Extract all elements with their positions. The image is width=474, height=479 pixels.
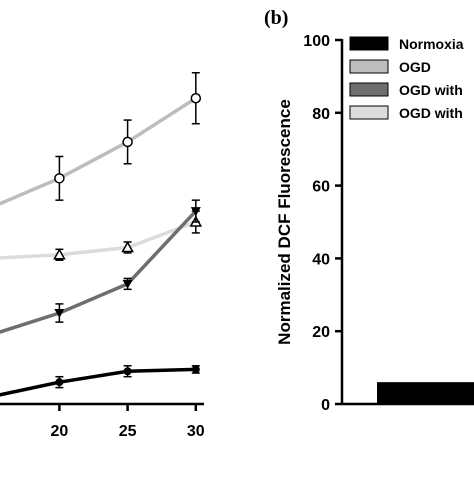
panel-b-legend-label: Normoxia bbox=[399, 36, 464, 52]
panel-b-legend-swatch bbox=[349, 82, 389, 97]
panel-a-series-line bbox=[0, 220, 197, 260]
panel-b-legend-label: OGD with bbox=[399, 105, 463, 121]
panel-b-legend-swatch bbox=[349, 59, 389, 74]
panel-a-point bbox=[191, 365, 200, 374]
panel-a-x-tick-label: 20 bbox=[50, 423, 68, 440]
panel-a-point bbox=[190, 92, 202, 104]
panel-a-point bbox=[122, 136, 133, 148]
panel-a-series-line bbox=[0, 367, 196, 397]
panel-a-series bbox=[0, 365, 200, 397]
panel-a-point bbox=[54, 309, 65, 318]
panel-label: (b) bbox=[264, 7, 288, 29]
panel-a-point bbox=[121, 240, 134, 253]
panel-a: 20 25 30 bbox=[0, 72, 205, 440]
panel-a-x-tick-label: 30 bbox=[187, 423, 205, 440]
panel-b-y-axis-title: Normalized DCF Fluorescence bbox=[275, 99, 294, 345]
panel-a-series-line bbox=[0, 209, 198, 334]
panel-b-legend-label: OGD bbox=[399, 59, 431, 75]
panel-a-point bbox=[122, 279, 133, 289]
panel-a-point bbox=[53, 248, 66, 260]
panel-b-legend: Normoxia OGD OGD with OGD with bbox=[349, 36, 464, 121]
panel-b-bar bbox=[377, 382, 474, 404]
panel-a-point bbox=[190, 207, 201, 217]
panel-a-point bbox=[54, 173, 65, 184]
panel-b-y-tick-label: 20 bbox=[312, 324, 330, 341]
panel-a-series bbox=[0, 199, 201, 334]
panel-a-point bbox=[55, 378, 64, 387]
panel-a-series-line bbox=[0, 96, 197, 206]
panel-b-y-tick-label: 100 bbox=[303, 33, 330, 50]
panel-b-legend-swatch bbox=[349, 105, 389, 120]
panel-a-x-tick-label: 25 bbox=[119, 423, 137, 440]
panel-b: (b) 0 20 40 60 80 100 Normalized DCF Fluorescen… bbox=[264, 7, 474, 414]
panel-a-point bbox=[123, 367, 132, 376]
panel-b-y-tick-label: 40 bbox=[312, 251, 330, 268]
panel-b-legend-swatch bbox=[349, 36, 389, 51]
panel-a-series bbox=[0, 72, 202, 206]
panel-b-legend-label: OGD with bbox=[399, 82, 463, 98]
panel-b-y-tick-label: 0 bbox=[321, 397, 330, 414]
panel-b-y-tick-label: 80 bbox=[312, 106, 330, 123]
panel-b-y-tick-label: 60 bbox=[312, 179, 330, 196]
